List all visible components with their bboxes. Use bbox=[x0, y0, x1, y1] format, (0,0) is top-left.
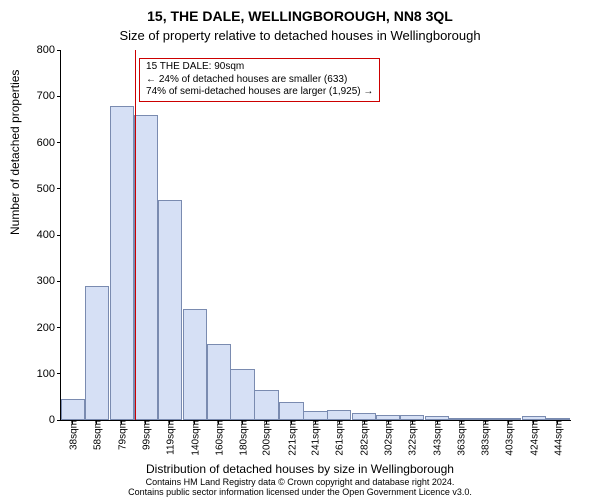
xtick-label: 403sqm bbox=[502, 420, 515, 456]
footer-attribution: Contains HM Land Registry data © Crown c… bbox=[0, 478, 600, 498]
histogram-bar bbox=[327, 410, 351, 420]
xtick-label: 79sqm bbox=[115, 420, 128, 450]
histogram-bar bbox=[85, 286, 109, 420]
ytick-label: 800 bbox=[37, 44, 61, 56]
xtick-label: 140sqm bbox=[188, 420, 201, 456]
xtick-label: 119sqm bbox=[163, 420, 176, 455]
histogram-bar bbox=[207, 344, 231, 420]
marker-line bbox=[135, 50, 136, 420]
xtick-label: 58sqm bbox=[90, 420, 103, 450]
histogram-bar bbox=[230, 369, 254, 420]
histogram-bar bbox=[352, 413, 376, 420]
chart-container: 15, THE DALE, WELLINGBOROUGH, NN8 3QL Si… bbox=[0, 0, 600, 500]
ytick-label: 100 bbox=[37, 368, 61, 380]
histogram-bar bbox=[279, 402, 303, 421]
xtick-label: 160sqm bbox=[212, 420, 225, 456]
xtick-label: 200sqm bbox=[260, 420, 273, 456]
annotation-line: 15 THE DALE: 90sqm bbox=[146, 61, 373, 74]
histogram-bar bbox=[134, 115, 158, 420]
xtick-label: 424sqm bbox=[527, 420, 540, 456]
xtick-label: 302sqm bbox=[382, 420, 395, 456]
xtick-label: 383sqm bbox=[479, 420, 492, 456]
histogram-bar bbox=[61, 399, 85, 420]
footer-line-2: Contains public sector information licen… bbox=[0, 488, 600, 498]
x-axis-label: Distribution of detached houses by size … bbox=[0, 462, 600, 476]
ytick-label: 0 bbox=[49, 414, 61, 426]
ytick-label: 300 bbox=[37, 275, 61, 287]
ytick-label: 700 bbox=[37, 90, 61, 102]
xtick-label: 261sqm bbox=[333, 420, 346, 456]
y-axis-label: Number of detached properties bbox=[8, 70, 22, 235]
histogram-bar bbox=[158, 200, 182, 420]
xtick-label: 343sqm bbox=[431, 420, 444, 456]
xtick-label: 99sqm bbox=[139, 420, 152, 450]
xtick-label: 282sqm bbox=[358, 420, 371, 456]
xtick-label: 322sqm bbox=[406, 420, 419, 456]
histogram-bar bbox=[303, 411, 327, 420]
xtick-label: 444sqm bbox=[551, 420, 564, 456]
histogram-bar bbox=[183, 309, 207, 420]
histogram-bar bbox=[254, 390, 278, 420]
ytick-label: 200 bbox=[37, 322, 61, 334]
chart-title-primary: 15, THE DALE, WELLINGBOROUGH, NN8 3QL bbox=[0, 8, 600, 24]
xtick-label: 241sqm bbox=[309, 420, 322, 456]
plot-area: 010020030040050060070080038sqm58sqm79sqm… bbox=[60, 50, 571, 421]
xtick-label: 363sqm bbox=[455, 420, 468, 456]
annotation-line: ← 24% of detached houses are smaller (63… bbox=[146, 74, 373, 87]
xtick-label: 180sqm bbox=[236, 420, 249, 456]
ytick-label: 500 bbox=[37, 183, 61, 195]
ytick-label: 400 bbox=[37, 229, 61, 241]
annotation-line: 74% of semi-detached houses are larger (… bbox=[146, 86, 373, 99]
annotation-box: 15 THE DALE: 90sqm← 24% of detached hous… bbox=[139, 58, 380, 102]
xtick-label: 38sqm bbox=[66, 420, 79, 450]
ytick-label: 600 bbox=[37, 137, 61, 149]
xtick-label: 221sqm bbox=[285, 420, 298, 456]
chart-title-secondary: Size of property relative to detached ho… bbox=[0, 28, 600, 43]
histogram-bar bbox=[110, 106, 134, 421]
